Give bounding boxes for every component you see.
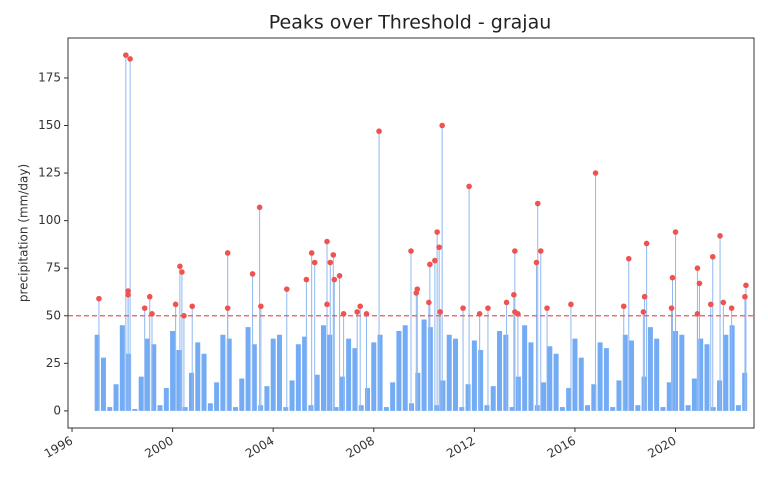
peak-point	[544, 305, 550, 311]
y-tick-label: 100	[38, 213, 61, 227]
y-tick-label: 125	[38, 166, 61, 180]
peak-point	[696, 280, 703, 287]
x-tick-label: 2000	[142, 434, 175, 461]
peak-point	[125, 292, 131, 298]
x-tick-label: 2004	[243, 434, 276, 461]
y-tick-label: 50	[46, 308, 61, 322]
peak-point	[331, 276, 338, 283]
peak-point	[434, 229, 440, 235]
y-tick-label: 75	[46, 261, 61, 275]
peak-point	[485, 305, 491, 311]
peak-point	[189, 303, 196, 310]
y-tick-label: 150	[38, 118, 61, 132]
peak-point	[256, 204, 263, 211]
peak-point	[709, 253, 716, 260]
peak-point	[408, 248, 414, 254]
peak-point	[694, 265, 701, 271]
y-tick-label: 25	[46, 356, 61, 370]
peak-point	[707, 301, 714, 308]
y-axis-label: precipitation (mm/day)	[17, 164, 31, 302]
peak-point	[340, 311, 347, 317]
peak-point	[308, 250, 315, 256]
peak-point	[625, 255, 632, 262]
peak-point	[96, 295, 102, 302]
peak-point	[181, 312, 187, 319]
peak-point	[414, 286, 421, 292]
peak-point	[728, 305, 735, 311]
x-tick-label: 2016	[545, 434, 578, 461]
peak-point	[512, 248, 518, 254]
peak-point	[146, 293, 153, 300]
x-tick-label: 2008	[344, 434, 377, 461]
x-tick-label: 2012	[444, 434, 477, 461]
peak-point	[141, 305, 148, 311]
peak-point	[720, 299, 727, 306]
peak-point	[324, 238, 330, 245]
peak-point	[669, 274, 676, 281]
peak-point	[439, 122, 445, 129]
peak-point	[354, 309, 360, 315]
peak-point	[466, 183, 472, 190]
peak-point	[742, 293, 748, 300]
peak-point	[327, 259, 334, 266]
peak-point	[376, 128, 382, 135]
peak-point	[672, 229, 679, 235]
peak-point	[643, 240, 650, 247]
peak-point	[224, 250, 231, 256]
peak-point	[258, 303, 264, 310]
peak-point	[324, 301, 330, 308]
peak-point	[592, 170, 599, 176]
peak-point	[437, 309, 443, 315]
peak-point	[427, 261, 433, 268]
peak-point	[436, 244, 442, 251]
peak-point	[363, 311, 370, 317]
x-tick-label: 1996	[42, 434, 75, 461]
peak-point	[568, 301, 574, 308]
peak-point	[620, 303, 627, 310]
peak-point	[149, 311, 155, 317]
peak-point	[668, 305, 675, 311]
peak-point	[357, 303, 364, 310]
peak-point	[743, 282, 749, 289]
peak-point	[224, 305, 231, 311]
peak-point	[426, 299, 432, 306]
peak-point	[127, 56, 133, 62]
peak-point	[503, 299, 510, 306]
peak-point	[640, 309, 647, 315]
peak-point	[641, 293, 648, 300]
peak-point	[515, 311, 521, 317]
x-tick-label: 2020	[645, 434, 678, 461]
peak-point	[460, 305, 466, 311]
peak-point	[533, 259, 540, 266]
peak-point	[694, 311, 701, 317]
y-tick-label: 175	[38, 70, 61, 84]
peak-point	[249, 271, 256, 277]
peak-point	[511, 292, 517, 298]
peak-point	[534, 200, 541, 207]
y-tick-label: 0	[53, 403, 61, 417]
peak-point	[537, 248, 544, 254]
peak-point	[179, 269, 185, 275]
peak-point	[432, 257, 438, 264]
peak-point	[172, 301, 179, 308]
chart-title: Peaks over Threshold - grajau	[269, 12, 552, 34]
peak-point	[283, 286, 290, 292]
plot-frame	[67, 37, 755, 429]
peak-point	[717, 233, 723, 239]
peak-point	[330, 252, 337, 258]
peak-point	[311, 259, 318, 266]
peak-point	[336, 273, 343, 279]
peak-point	[476, 311, 483, 317]
peak-point	[177, 263, 183, 270]
peak-point	[123, 52, 129, 58]
peak-point	[303, 276, 310, 283]
